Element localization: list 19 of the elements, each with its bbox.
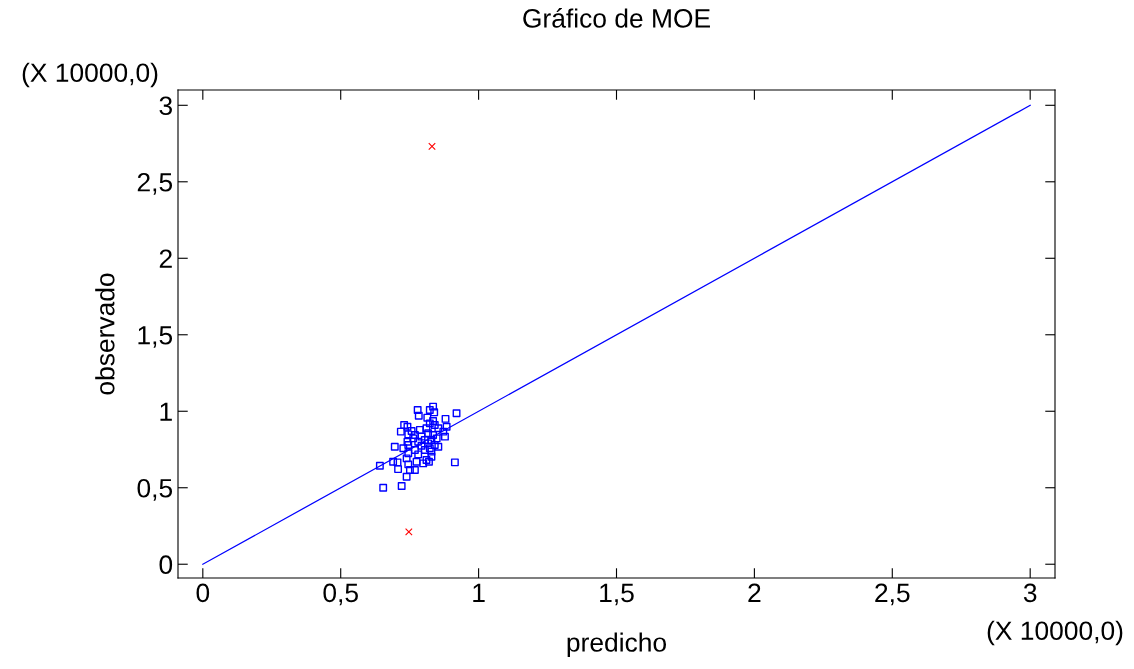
y-tick-label: 1	[160, 402, 172, 421]
y-axis-title: observado	[95, 273, 115, 395]
y-tick-label: 1,5	[138, 326, 173, 348]
x-tick-label: 0	[196, 583, 210, 603]
y-tick-label: 0	[159, 555, 173, 575]
y-tick-label: 2	[159, 249, 172, 268]
x-tick-label: 3	[1023, 583, 1037, 603]
y-tick-label: 3	[159, 96, 172, 116]
y-tick-label: 2,5	[137, 172, 173, 195]
x-tick-label: 2,5	[875, 583, 910, 606]
x-tick-label: 1,5	[600, 583, 634, 606]
x-tick-label: 1	[473, 583, 485, 602]
x-tick-label: 2	[748, 583, 761, 602]
x-axis-title: predicho	[567, 632, 667, 658]
text: (X 10000,0)	[987, 620, 1123, 646]
x-tick-label: 0,5	[323, 583, 358, 606]
chart-title: Gráfico de MOE	[523, 8, 710, 28]
text: (X 10000,0)	[22, 62, 158, 88]
y-tick-label: 0,5	[137, 478, 173, 501]
